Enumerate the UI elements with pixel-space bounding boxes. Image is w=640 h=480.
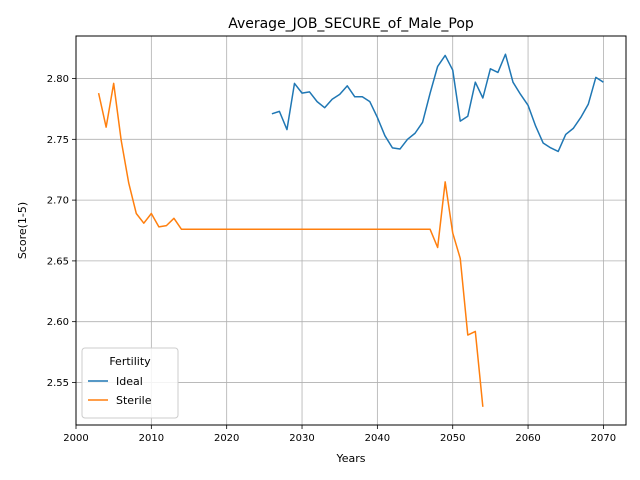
x-axis-label: Years xyxy=(335,452,365,465)
legend: Fertility Ideal Sterile xyxy=(81,347,179,419)
plot-frame xyxy=(75,35,627,426)
series-line-sterile xyxy=(97,82,484,407)
y-tick-label: 2.70 xyxy=(47,196,69,207)
y-tick-label: 2.60 xyxy=(47,317,69,328)
x-tick-label: 2060 xyxy=(515,433,540,444)
x-tick-label: 2030 xyxy=(289,433,314,444)
y-axis: 2.55 2.60 2.65 2.70 2.75 2.80 xyxy=(47,74,76,389)
x-tick-label: 2070 xyxy=(591,433,616,444)
x-tick-label: 2010 xyxy=(139,433,164,444)
y-tick-label: 2.55 xyxy=(47,378,69,389)
y-axis-label: Score(1-5) xyxy=(16,202,29,259)
x-tick-label: 2040 xyxy=(365,433,390,444)
series-layer xyxy=(97,53,604,407)
series-line-ideal xyxy=(271,53,604,153)
x-axis: 2000 2010 2020 2030 2040 2050 2060 2070 xyxy=(63,425,616,444)
legend-label-ideal: Ideal xyxy=(116,375,143,388)
x-tick-label: 2020 xyxy=(214,433,239,444)
x-tick-label: 2050 xyxy=(440,433,465,444)
y-tick-label: 2.65 xyxy=(47,256,69,267)
x-tick-label: 2000 xyxy=(63,433,88,444)
grid-lines xyxy=(75,36,626,425)
y-tick-label: 2.75 xyxy=(47,135,69,146)
y-tick-label: 2.80 xyxy=(47,74,69,85)
legend-title: Fertility xyxy=(109,355,151,368)
chart-title: Average_JOB_SECURE_of_Male_Pop xyxy=(228,16,474,32)
legend-label-sterile: Sterile xyxy=(116,394,152,407)
